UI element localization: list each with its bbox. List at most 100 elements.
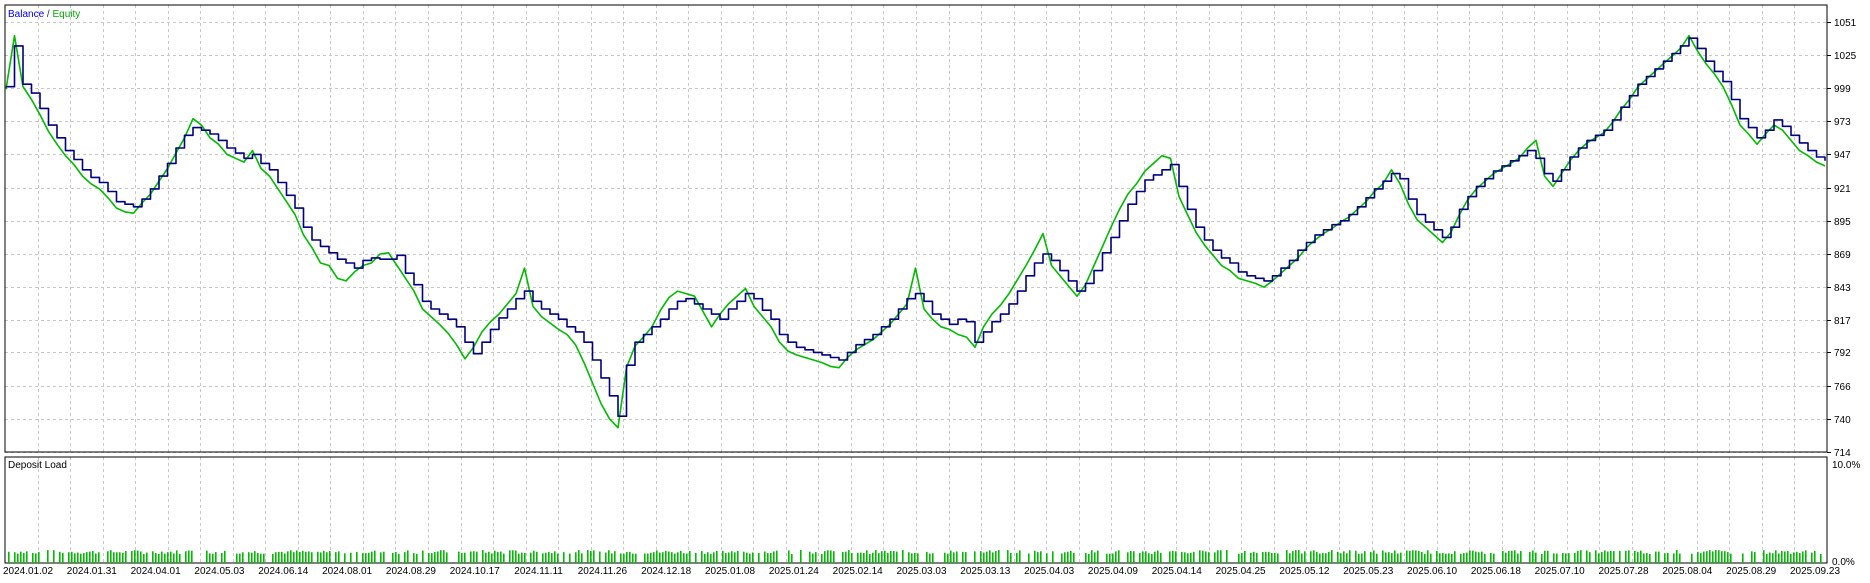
deposit-load-bar xyxy=(668,551,670,563)
deposit-load-bar xyxy=(1454,551,1456,563)
deposit-load-bar xyxy=(608,550,610,563)
deposit-load-bar xyxy=(53,550,55,563)
deposit-load-bar xyxy=(623,553,625,563)
deposit-load-bar xyxy=(38,552,40,563)
y-tick-label: 869 xyxy=(1834,250,1851,261)
deposit-load-bar xyxy=(95,553,97,563)
deposit-load-bar xyxy=(326,552,328,563)
deposit-load-bar xyxy=(446,552,448,563)
deposit-load-bar xyxy=(1481,551,1483,563)
deposit-load-axis: 10.0% 0.0% xyxy=(1832,460,1860,568)
deposit-load-bar xyxy=(1214,552,1216,563)
deposit-load-bar xyxy=(1544,550,1546,563)
deposit-load-bar xyxy=(1406,550,1408,563)
deposit-load-bar xyxy=(1535,552,1537,563)
x-tick-label: 2024.04.01 xyxy=(131,566,181,577)
deposit-load-bar xyxy=(362,553,364,563)
deposit-load-bar xyxy=(953,552,955,563)
deposit-load-bar xyxy=(1508,551,1510,563)
deposit-load-bar xyxy=(1478,552,1480,563)
y-tick-label: 895 xyxy=(1834,217,1851,228)
deposit-load-bar xyxy=(1208,552,1210,563)
deposit-load-bar xyxy=(599,551,601,563)
deposit-load-bar xyxy=(950,550,952,563)
deposit-load-bar xyxy=(1397,553,1399,563)
deposit-load-bar xyxy=(1262,552,1264,563)
chart-legend: Balance / Equity xyxy=(8,9,80,20)
deposit-load-bar xyxy=(26,551,28,563)
deposit-load-bar xyxy=(917,553,919,563)
deposit-load-bar xyxy=(1217,550,1219,563)
deposit-load-bar xyxy=(212,553,214,563)
deposit-load-bar xyxy=(1349,550,1351,563)
deposit-load-bar xyxy=(1157,550,1159,563)
deposit-load-bar xyxy=(1037,552,1039,563)
deposit-load-bar xyxy=(722,550,724,563)
deposit-load-bar xyxy=(1238,553,1240,563)
deposit-load-bar xyxy=(1586,550,1588,563)
deposit-load-bar xyxy=(542,553,544,563)
deposit-load-bar xyxy=(1466,552,1468,563)
deposit-load-bar xyxy=(758,553,760,563)
deposit-load-bar xyxy=(1139,552,1141,563)
deposit-load-bar xyxy=(944,552,946,563)
deposit-load-bar xyxy=(1268,551,1270,563)
y-tick-label: 792 xyxy=(1834,348,1851,359)
deposit-load-bar xyxy=(1295,550,1297,563)
deposit-load-bar xyxy=(833,551,835,563)
deposit-load-bar xyxy=(1613,551,1615,563)
deposit-load-bar xyxy=(734,552,736,563)
y-tick-label: 843 xyxy=(1834,283,1851,294)
deposit-load-bar xyxy=(158,553,160,563)
deposit-load-bar xyxy=(521,552,523,563)
deposit-load-bar xyxy=(518,553,520,563)
deposit-load-bar xyxy=(1094,552,1096,563)
deposit-load-bar xyxy=(848,550,850,563)
deposit-load-bar xyxy=(1541,553,1543,563)
deposit-load-bar xyxy=(287,551,289,563)
deposit-load-bar xyxy=(983,552,985,563)
deposit-load-bar xyxy=(1253,551,1255,563)
deposit-load-bar xyxy=(110,550,112,563)
deposit-load-bar xyxy=(491,553,493,563)
deposit-load-bar xyxy=(1244,550,1246,563)
deposit-load-bar xyxy=(1598,553,1600,563)
x-tick-label: 2025.04.14 xyxy=(1152,566,1202,577)
deposit-load-bar xyxy=(167,552,169,563)
deposit-load-bar xyxy=(1151,553,1153,563)
deposit-load-bar xyxy=(293,552,295,563)
deposit-load-bar xyxy=(929,553,931,563)
deposit-load-bar xyxy=(497,551,499,563)
deposit-load-bar xyxy=(188,550,190,563)
deposit-load-bar xyxy=(1409,550,1411,563)
deposit-load-bar xyxy=(71,551,73,563)
deposit-load-bar xyxy=(821,553,823,563)
legend-equity: Equity xyxy=(52,9,80,20)
deposit-load-bar xyxy=(464,552,466,563)
deposit-load-bar xyxy=(932,553,934,563)
deposit-load-bar xyxy=(992,552,994,563)
deposit-load-bar xyxy=(1442,553,1444,563)
x-tick-label: 2024.01.02 xyxy=(3,566,53,577)
deposit-load-bar xyxy=(113,552,115,563)
deposit-load-bar xyxy=(1520,551,1522,563)
deposit-load-bar xyxy=(1556,553,1558,563)
deposit-load-bar xyxy=(878,553,880,563)
deposit-load-bar xyxy=(1790,553,1792,563)
deposit-load-bar xyxy=(59,551,61,563)
deposit-load-bar xyxy=(887,552,889,563)
deposit-load-bar xyxy=(1814,551,1816,563)
deposit-load-bar xyxy=(965,552,967,563)
deposit-load-bar xyxy=(290,550,292,563)
y-tick-label: 999 xyxy=(1834,84,1851,95)
deposit-load-bar xyxy=(1751,551,1753,563)
deposit-load-bar xyxy=(140,551,142,563)
deposit-load-bar xyxy=(98,552,100,563)
deposit-load-bar xyxy=(1700,553,1702,563)
deposit-load-bar xyxy=(629,551,631,563)
deposit-load-bar xyxy=(1181,551,1183,563)
deposit-load-bar xyxy=(1220,550,1222,563)
deposit-load-bar xyxy=(407,550,409,563)
deposit-load-bar xyxy=(1424,553,1426,563)
